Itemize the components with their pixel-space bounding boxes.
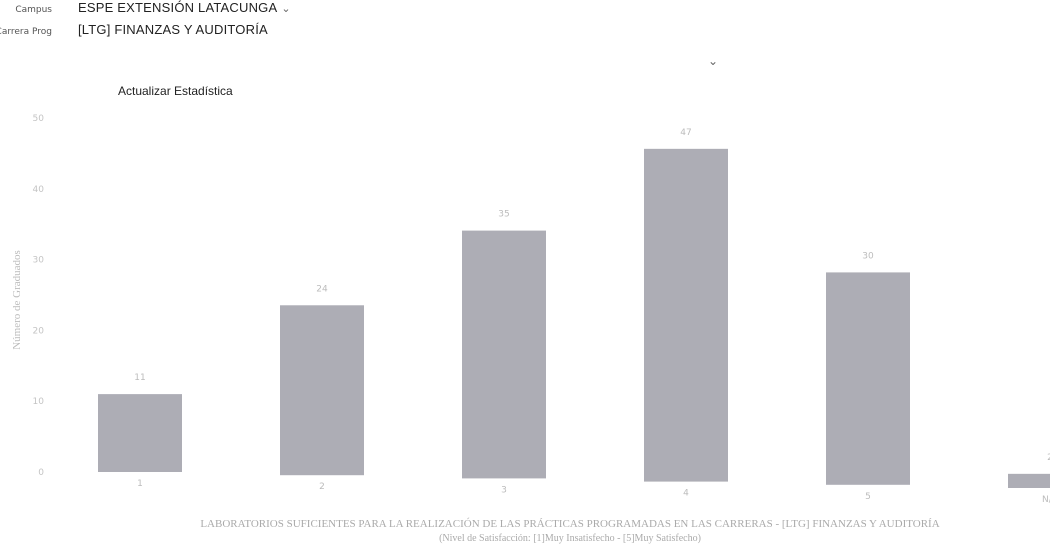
campus-chevron-down-icon[interactable]: ⌄: [281, 3, 291, 15]
bars: [98, 148, 1050, 488]
campus-field[interactable]: Campus ESPE EXTENSIÓN LATACUNGA ⌄: [0, 0, 291, 15]
y-tick-label: 30: [33, 256, 45, 266]
bar-data-label: 30: [862, 251, 874, 261]
bar-data-label: 35: [498, 210, 509, 220]
bar-data-label: 2: [1047, 453, 1050, 463]
campus-select[interactable]: ESPE EXTENSIÓN LATACUNGA: [78, 0, 278, 15]
carrera-field[interactable]: Carrera Prog [LTG] FINANZAS Y AUDITORÍA: [0, 22, 268, 37]
x-axis-subtitle: (Nivel de Satisfacción: [1]Muy Insatisfe…: [439, 533, 701, 544]
x-axis-title: LABORATORIOS SUFICIENTES PARA LA REALIZA…: [200, 518, 939, 530]
bar-2[interactable]: [280, 305, 364, 476]
bar-data-label: 47: [680, 128, 691, 138]
x-tick-label: 3: [501, 485, 507, 495]
x-tick-label: 4: [683, 489, 689, 499]
carrera-select[interactable]: [LTG] FINANZAS Y AUDITORÍA: [78, 22, 268, 37]
bar-data-labels: 11 24 35 47 30 2: [134, 128, 1050, 463]
y-axis-title: Número de Graduados: [11, 250, 23, 350]
bar-na[interactable]: [1008, 473, 1050, 488]
campus-label: Campus: [15, 5, 52, 15]
x-tick-label: 1: [137, 479, 143, 489]
bar-3[interactable]: [462, 230, 546, 479]
y-tick-label: 10: [33, 397, 45, 407]
y-axis-ticks: 0 10 20 30 40 50: [33, 114, 45, 478]
bar-1[interactable]: [98, 394, 182, 472]
update-statistics-button[interactable]: Actualizar Estadística: [118, 84, 233, 98]
y-tick-label: 0: [38, 468, 44, 478]
y-tick-label: 20: [33, 326, 45, 336]
x-axis-ticks: 1 2 3 4 5 N/A: [137, 479, 1050, 505]
x-tick-label: 2: [319, 482, 325, 492]
x-tick-label: N/A: [1042, 495, 1050, 505]
y-tick-label: 50: [33, 114, 45, 124]
bar-5[interactable]: [826, 272, 910, 485]
bar-data-label: 24: [316, 284, 328, 294]
carrera-label: Carrera Prog: [0, 27, 52, 37]
bar-data-label: 11: [134, 373, 145, 383]
x-tick-label: 5: [865, 492, 871, 502]
bar-4[interactable]: [644, 148, 728, 482]
y-tick-label: 40: [33, 185, 45, 195]
carrera-chevron-down-icon[interactable]: ⌄: [708, 54, 719, 68]
